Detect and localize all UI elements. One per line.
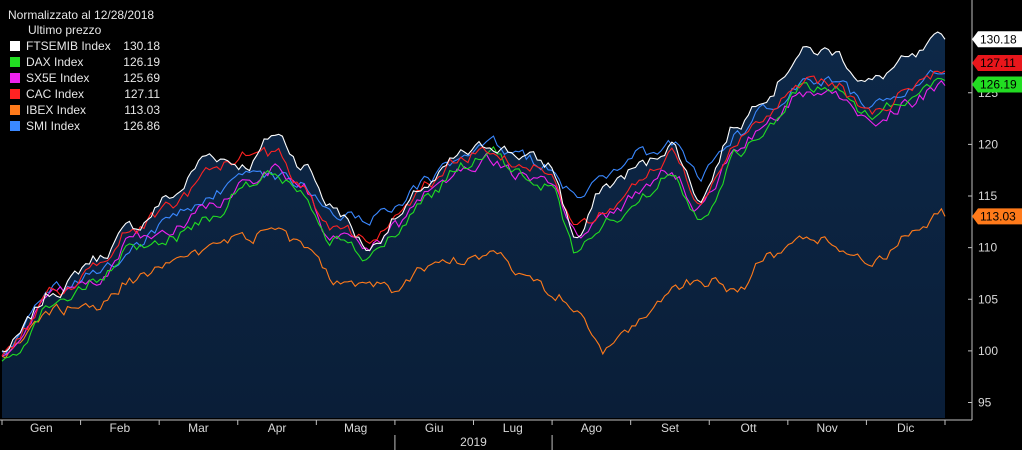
area-fill xyxy=(2,32,945,418)
legend-swatch xyxy=(10,57,20,67)
last-value-tag-box xyxy=(972,208,1022,225)
x-tick-label: Feb xyxy=(110,421,131,435)
x-tick-label: Ago xyxy=(581,421,603,435)
series-line xyxy=(1,70,946,357)
legend-series-name: FTSEMIB Index xyxy=(26,39,111,53)
legend-title: Normalizzato al 12/28/2018 xyxy=(8,8,155,22)
x-tick-label: Giu xyxy=(425,421,444,435)
series-line xyxy=(1,31,946,353)
legend-item: SMI Index 126.86 xyxy=(2,118,162,134)
last-value-tag: 113.03 xyxy=(972,208,1022,225)
legend-series-value: 125.69 xyxy=(123,71,160,85)
series-line xyxy=(1,69,946,356)
series-line xyxy=(1,207,946,359)
x-tick-label: Lug xyxy=(503,421,523,435)
last-value-tag-box xyxy=(972,54,1022,71)
legend-swatch xyxy=(10,73,20,83)
legend-rows: FTSEMIB Index 130.18 DAX Index 126.19 SX5E I… xyxy=(2,38,162,134)
legend-item: SX5E Index 125.69 xyxy=(2,70,162,86)
tag-layer: 127.11 130.18 126.19 113.03 xyxy=(972,31,1022,225)
x-tick-label: Mar xyxy=(188,421,209,435)
series-layer xyxy=(1,31,946,362)
legend: Normalizzato al 12/28/2018 Ultimo prezzo… xyxy=(2,8,162,140)
legend-series-value: 113.03 xyxy=(124,103,160,117)
legend-series-name: IBEX Index xyxy=(26,103,87,117)
y-tick-label: 115 xyxy=(978,189,997,203)
y-tick-label: 95 xyxy=(978,396,992,410)
legend-item: CAC Index 127.11 xyxy=(2,86,162,102)
last-value-tag-box xyxy=(972,31,1022,48)
area-layer xyxy=(2,32,945,418)
last-value-tag: 130.18 xyxy=(972,31,1022,48)
legend-series-value: 126.86 xyxy=(123,119,160,133)
legend-swatch xyxy=(10,121,20,131)
x-axis-label: 2019 xyxy=(460,435,487,449)
legend-series-name: CAC Index xyxy=(26,87,85,101)
last-value-tag-text: 126.19 xyxy=(980,77,1017,91)
last-value-tag: 127.11 xyxy=(972,54,1022,71)
y-tick-label: 120 xyxy=(978,137,998,151)
y-tick-label: 110 xyxy=(978,241,997,255)
y-tick-label: 100 xyxy=(978,344,998,358)
legend-series-value: 126.19 xyxy=(123,55,160,69)
x-tick-label: Mag xyxy=(344,421,367,435)
legend-subtitle: Ultimo prezzo xyxy=(28,23,102,37)
legend-swatch xyxy=(10,105,20,115)
legend-item: IBEX Index 113.03 xyxy=(2,102,162,118)
x-tick-label: Gen xyxy=(30,421,53,435)
series-line xyxy=(1,77,946,362)
x-tick-label: Dic xyxy=(897,421,914,435)
legend-series-name: DAX Index xyxy=(26,55,84,69)
legend-series-name: SMI Index xyxy=(26,119,81,133)
series-line xyxy=(1,79,946,357)
legend-item: DAX Index 126.19 xyxy=(2,54,162,70)
last-value-tag-box xyxy=(972,76,1022,93)
last-value-tag-text: 127.11 xyxy=(980,56,1016,70)
legend-series-name: SX5E Index xyxy=(26,71,90,85)
last-value-tag: 126.19 xyxy=(972,76,1022,93)
last-value-tag-text: 130.18 xyxy=(980,32,1017,46)
last-value-tag-text: 113.03 xyxy=(980,209,1016,223)
y-tick-label: 105 xyxy=(978,292,998,306)
legend-item: FTSEMIB Index 130.18 xyxy=(2,38,162,54)
x-tick-label: Ott xyxy=(741,421,758,435)
x-tick-label: Nov xyxy=(816,421,837,435)
legend-series-value: 130.18 xyxy=(123,39,160,53)
legend-series-value: 127.11 xyxy=(124,87,160,101)
legend-swatch xyxy=(10,41,20,51)
x-tick-label: Set xyxy=(661,421,680,435)
x-tick-label: Apr xyxy=(268,421,287,435)
legend-swatch xyxy=(10,89,20,99)
